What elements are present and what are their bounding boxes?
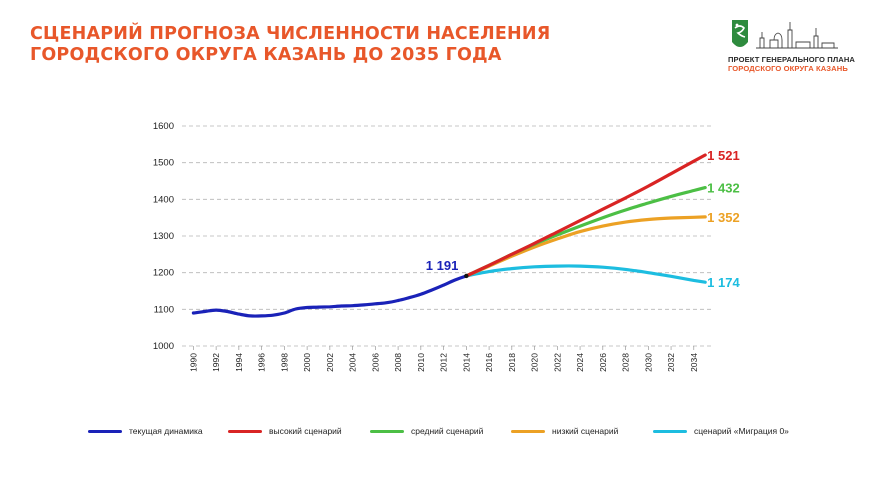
junction-point — [464, 273, 469, 279]
series-lines — [191, 153, 707, 318]
data-label: 1 191 — [426, 258, 459, 273]
page-title: СЦЕНАРИЙ ПРОГНОЗА ЧИСЛЕННОСТИ НАСЕЛЕНИЯ … — [30, 24, 550, 66]
y-tick-label: 1300 — [153, 231, 174, 242]
x-tick-label: 1994 — [234, 353, 244, 372]
legend-item: средний сценарий — [370, 423, 483, 439]
x-tick-label: 2008 — [393, 353, 403, 372]
y-axis-ticks: 1000 1100 1200 1300 1400 1500 1600 — [153, 121, 174, 352]
legend-label: текущая динамика — [129, 426, 203, 436]
data-label: 1 174 — [707, 275, 740, 290]
x-tick-label: 2028 — [621, 353, 631, 372]
legend-item: текущая динамика — [88, 423, 203, 439]
legend-swatch — [88, 429, 122, 433]
x-tick-label: 2002 — [325, 353, 335, 372]
x-tick-label: 2020 — [530, 353, 540, 372]
data-label: 1 521 — [707, 148, 740, 163]
y-tick-label: 1500 — [153, 158, 174, 169]
logo — [732, 20, 838, 49]
legend-label: сценарий «Миграция 0» — [694, 426, 789, 436]
x-tick-label: 2016 — [484, 353, 494, 372]
y-tick-label: 1400 — [153, 194, 174, 205]
x-tick-label: 2010 — [416, 353, 426, 372]
y-tick-label: 1200 — [153, 268, 174, 279]
x-tick-label: 1990 — [188, 353, 198, 372]
legend-swatch — [370, 429, 404, 433]
x-tick-label: 2012 — [439, 353, 449, 372]
legend-label: низкий сценарий — [552, 426, 619, 436]
data-label: 1 352 — [707, 210, 740, 225]
legend-swatch — [228, 429, 262, 433]
logo-subtitle: ГОРОДСКОГО ОКРУГА КАЗАНЬ — [728, 64, 848, 73]
x-tick-label: 2030 — [643, 353, 653, 372]
x-axis-ticks: 1990 1992 1994 1996 1998 2000 2002 2004 2006 2008… — [188, 346, 699, 372]
value-annotations: 1 191 1 521 1 432 1 352 1 174 — [426, 148, 741, 290]
x-tick-label: 2032 — [666, 353, 676, 372]
x-tick-label: 2006 — [370, 353, 380, 372]
y-tick-label: 1600 — [153, 121, 174, 132]
series-line-2 — [464, 186, 707, 278]
legend-swatch — [511, 429, 545, 433]
x-tick-label: 2026 — [598, 353, 608, 372]
x-tick-label: 2034 — [689, 353, 699, 372]
legend-label: высокий сценарий — [269, 426, 342, 436]
x-tick-label: 1992 — [211, 353, 221, 372]
x-tick-label: 1996 — [257, 353, 267, 372]
y-tick-label: 1000 — [153, 341, 174, 352]
x-tick-label: 2024 — [575, 353, 585, 372]
x-tick-label: 2018 — [507, 353, 517, 372]
legend-item: высокий сценарий — [228, 423, 342, 439]
series-line-1 — [464, 153, 707, 278]
series-line-4 — [464, 264, 707, 284]
x-tick-label: 2000 — [302, 353, 312, 372]
x-tick-label: 2014 — [461, 353, 471, 372]
kremlin-skyline-icon — [756, 22, 838, 49]
x-tick-label: 2022 — [552, 353, 562, 372]
legend-label: средний сценарий — [411, 426, 484, 436]
grid — [182, 125, 712, 347]
x-tick-label: 2004 — [348, 353, 358, 372]
x-tick-label: 1998 — [279, 353, 289, 372]
legend: текущая динамика высокий сценарий средний … — [88, 423, 848, 439]
y-tick-label: 1100 — [154, 304, 174, 315]
logo-title: ПРОЕКТ ГЕНЕРАЛЬНОГО ПЛАНА — [728, 55, 855, 64]
title-line-1: СЦЕНАРИЙ ПРОГНОЗА ЧИСЛЕННОСТИ НАСЕЛЕНИЯ — [30, 24, 551, 44]
legend-item: сценарий «Миграция 0» — [653, 423, 789, 439]
legend-item: низкий сценарий — [511, 423, 618, 439]
series-line-0 — [191, 274, 468, 318]
kazan-coat-of-arms-icon — [732, 20, 748, 47]
title-line-2: ГОРОДСКОГО ОКРУГА КАЗАНЬ ДО 2035 ГОДА — [30, 45, 502, 65]
data-label: 1 432 — [707, 181, 740, 196]
legend-swatch — [653, 429, 687, 433]
